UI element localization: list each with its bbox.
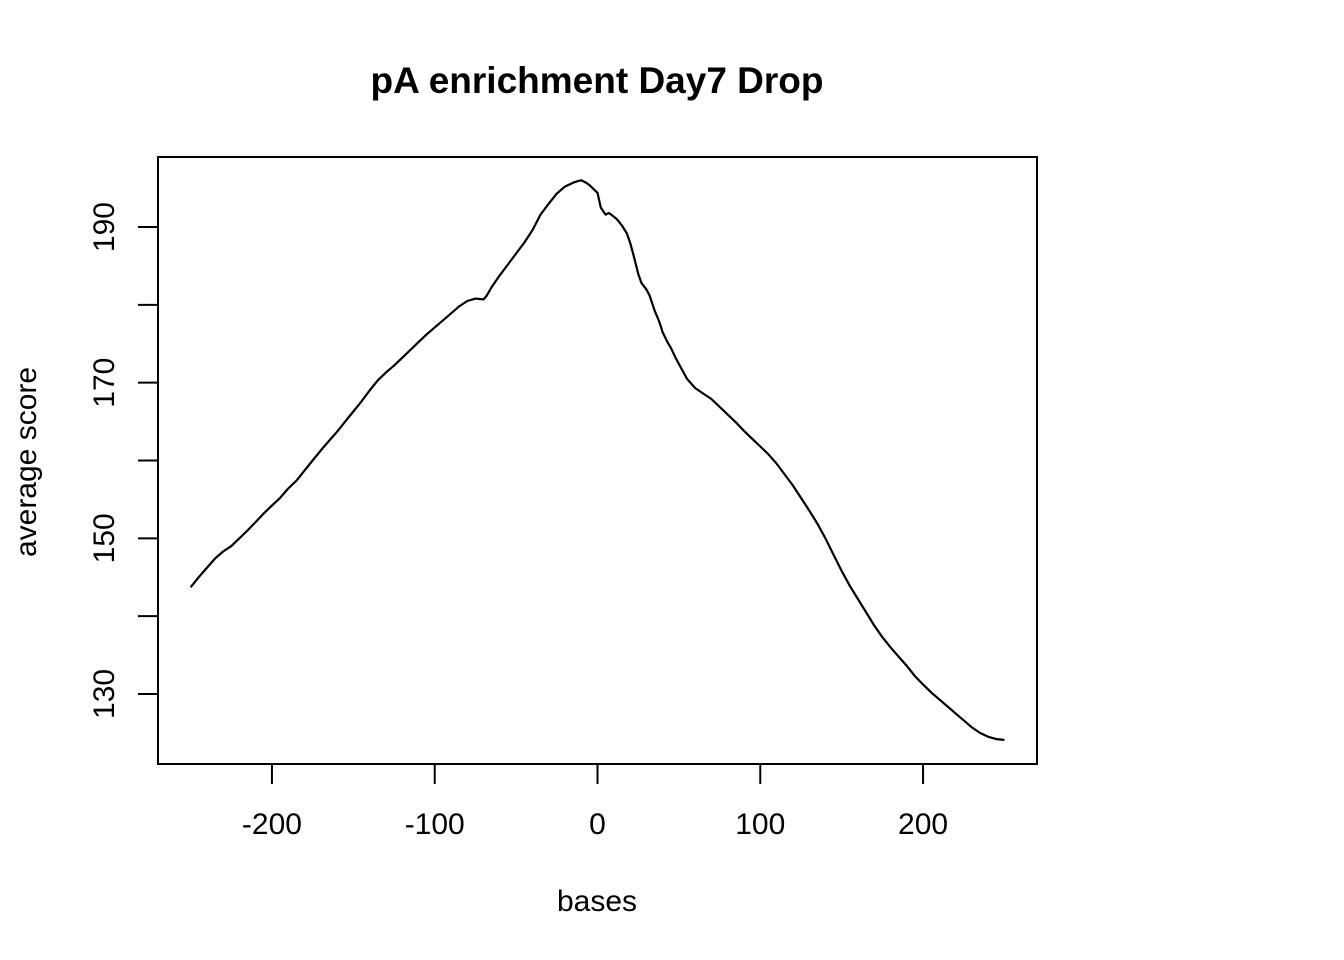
series-line (189, 179, 1005, 741)
y-tick-label: 170 (88, 358, 121, 408)
x-tick-label: 200 (898, 808, 948, 841)
x-tick-label: -100 (405, 808, 465, 841)
y-axis: 130 150 170 190 (88, 202, 159, 719)
x-tick-label: -200 (242, 808, 302, 841)
chart-title: pA enrichment Day7 Drop (371, 60, 824, 101)
y-tick-label: 150 (88, 513, 121, 563)
x-axis-label: bases (557, 885, 637, 918)
y-tick-label: 190 (88, 202, 121, 252)
x-axis: -200 -100 0 100 200 (242, 763, 948, 841)
x-tick-label: 0 (589, 808, 606, 841)
y-axis-label: average score (10, 367, 43, 557)
plot-frame (157, 156, 1038, 765)
y-tick-label: 130 (88, 669, 121, 719)
x-tick-label: 100 (735, 808, 785, 841)
